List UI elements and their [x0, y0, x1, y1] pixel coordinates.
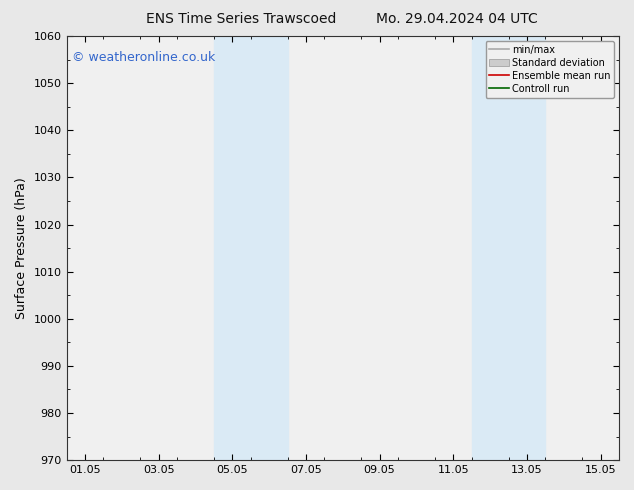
Legend: min/max, Standard deviation, Ensemble mean run, Controll run: min/max, Standard deviation, Ensemble me…	[486, 41, 614, 98]
Bar	[214, 36, 288, 460]
Text: ENS Time Series Trawscoed: ENS Time Series Trawscoed	[146, 12, 336, 26]
Bar	[472, 36, 545, 460]
Text: © weatheronline.co.uk: © weatheronline.co.uk	[72, 51, 216, 64]
Y-axis label: Surface Pressure (hPa): Surface Pressure (hPa)	[15, 177, 28, 319]
Text: Mo. 29.04.2024 04 UTC: Mo. 29.04.2024 04 UTC	[375, 12, 538, 26]
